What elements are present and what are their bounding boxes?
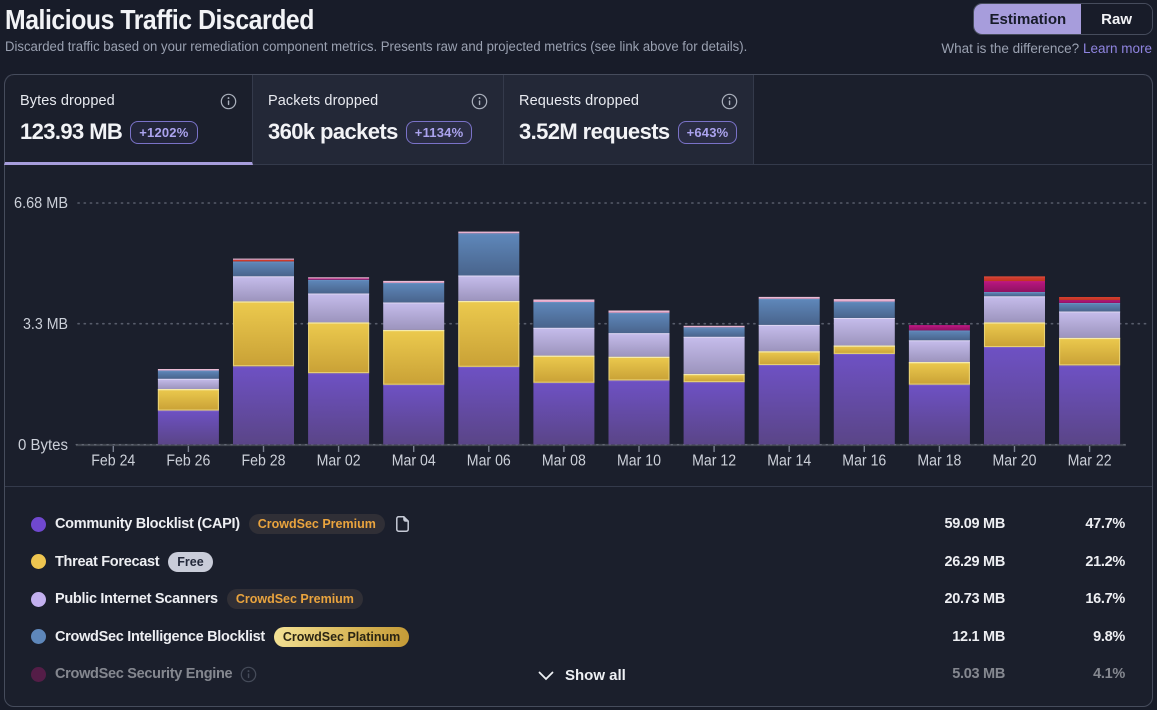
- svg-text:Feb 24: Feb 24: [91, 453, 135, 470]
- svg-text:Mar 20: Mar 20: [993, 453, 1037, 470]
- svg-text:Mar 02: Mar 02: [317, 453, 361, 470]
- svg-text:3.3 MB: 3.3 MB: [23, 316, 68, 333]
- svg-text:Mar 22: Mar 22: [1068, 453, 1112, 470]
- svg-text:Mar 06: Mar 06: [467, 453, 511, 470]
- svg-text:Mar 16: Mar 16: [842, 453, 886, 470]
- svg-text:Feb 26: Feb 26: [166, 453, 210, 470]
- svg-text:Mar 18: Mar 18: [917, 453, 961, 470]
- svg-text:Mar 04: Mar 04: [392, 453, 436, 470]
- svg-text:Feb 28: Feb 28: [242, 453, 286, 470]
- svg-text:Mar 14: Mar 14: [767, 453, 811, 470]
- svg-text:0 Bytes: 0 Bytes: [18, 437, 68, 454]
- svg-text:Mar 08: Mar 08: [542, 453, 586, 470]
- svg-text:Mar 12: Mar 12: [692, 453, 736, 470]
- svg-text:6.68 MB: 6.68 MB: [14, 195, 68, 212]
- svg-text:Mar 10: Mar 10: [617, 453, 661, 470]
